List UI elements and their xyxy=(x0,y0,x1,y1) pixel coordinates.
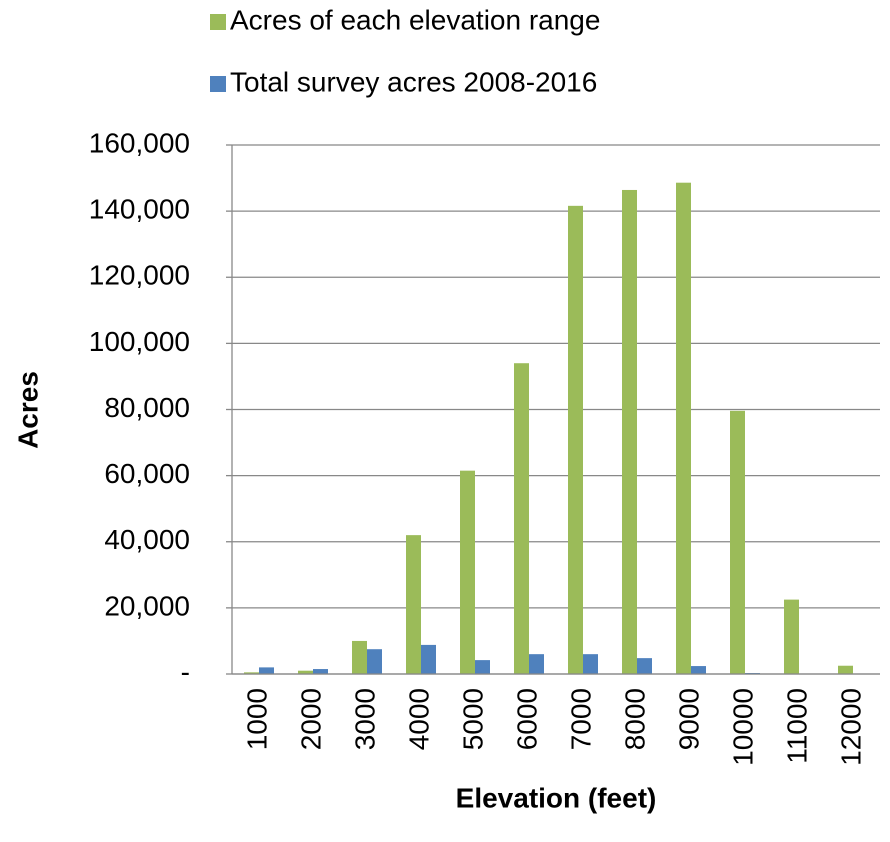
x-tick-label: 3000 xyxy=(349,688,380,750)
bar xyxy=(784,599,799,674)
legend-label: Total survey acres 2008-2016 xyxy=(230,66,597,97)
y-tick-label: 60,000 xyxy=(104,458,190,489)
x-tick-label: 10000 xyxy=(727,688,758,766)
bar xyxy=(367,649,382,674)
x-tick-label: 6000 xyxy=(511,688,542,750)
bar xyxy=(244,672,259,674)
legend-swatch xyxy=(210,76,226,92)
y-tick-label: 140,000 xyxy=(89,194,190,225)
y-tick-label: 40,000 xyxy=(104,524,190,555)
x-tick-label: 9000 xyxy=(673,688,704,750)
x-tick-label: 7000 xyxy=(565,688,596,750)
y-tick-label: - xyxy=(181,656,190,687)
y-tick-label: 100,000 xyxy=(89,326,190,357)
legend-swatch xyxy=(210,14,226,30)
bar xyxy=(298,670,313,674)
x-tick-label: 11000 xyxy=(781,688,812,764)
bar xyxy=(259,667,274,674)
bar xyxy=(421,644,436,674)
bar xyxy=(676,182,691,674)
x-tick-label: 2000 xyxy=(295,688,326,750)
bar xyxy=(352,640,367,674)
bar xyxy=(529,654,544,674)
y-tick-label: 80,000 xyxy=(104,392,190,423)
legend-label: Acres of each elevation range xyxy=(230,4,600,35)
y-tick-label: 160,000 xyxy=(89,127,190,158)
bar xyxy=(313,669,328,674)
bar xyxy=(583,654,598,674)
y-axis-title: Acres xyxy=(12,371,43,449)
x-tick-label: 5000 xyxy=(457,688,488,750)
bar xyxy=(730,410,745,674)
bar xyxy=(406,535,421,674)
bar xyxy=(568,205,583,674)
y-tick-label: 20,000 xyxy=(104,590,190,621)
bar xyxy=(838,665,853,674)
y-tick-label: 120,000 xyxy=(89,260,190,291)
bar xyxy=(514,363,529,674)
bar xyxy=(622,189,637,674)
bar xyxy=(637,658,652,674)
bar xyxy=(475,660,490,674)
bar xyxy=(691,666,706,674)
x-tick-label: 1000 xyxy=(241,688,272,750)
x-tick-label: 8000 xyxy=(619,688,650,750)
x-tick-label: 12000 xyxy=(835,688,866,766)
x-axis-title: Elevation (feet) xyxy=(456,782,657,813)
x-tick-label: 4000 xyxy=(403,688,434,750)
bar xyxy=(460,470,475,674)
